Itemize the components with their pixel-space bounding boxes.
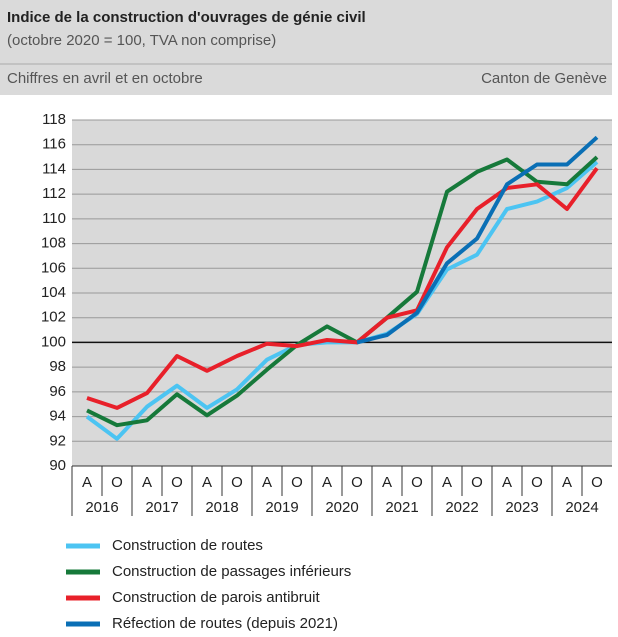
y-tick-label: 92 [49,432,66,449]
year-label: 2019 [265,499,298,516]
x-tick-label: A [82,474,92,491]
legend-label: Construction de parois antibruit [112,589,320,606]
note-left: Chiffres en avril et en octobre [7,70,203,87]
x-tick-label: A [262,474,272,491]
year-label: 2016 [85,499,118,516]
subtitle: (octobre 2020 = 100, TVA non comprise) [7,32,276,49]
series-line [86,167,599,410]
y-tick-label: 106 [41,259,66,276]
x-tick-label: O [471,474,483,491]
legend-label: Réfection de routes (depuis 2021) [112,615,338,632]
x-tick-label: A [502,474,512,491]
chart-title: Indice de la construction d'ouvrages de … [7,9,366,26]
year-label: 2018 [205,499,238,516]
x-tick-label: O [111,474,123,491]
x-tick-label: A [442,474,452,491]
series-line [356,135,599,345]
x-tick-label: O [531,474,543,491]
x-tick-label: A [562,474,572,491]
x-tick-label: A [322,474,332,491]
x-tick-label: O [351,474,363,491]
x-tick-label: A [382,474,392,491]
y-tick-label: 112 [42,185,66,202]
year-label: 2022 [445,499,478,516]
year-label: 2020 [325,499,358,516]
y-tick-label: 102 [41,309,66,326]
year-label: 2017 [145,499,178,516]
series-line [86,155,599,428]
y-tick-label: 114 [42,160,66,177]
note-right: Canton de Genève [481,70,607,87]
legend-label: Construction de passages inférieurs [112,563,351,580]
year-label: 2024 [565,499,598,516]
y-tick-label: 100 [41,333,66,350]
y-tick-label: 94 [49,408,66,425]
x-tick-label: A [142,474,152,491]
legend-label: Construction de routes [112,537,263,554]
y-tick-label: 116 [42,136,66,153]
x-tick-label: O [171,474,183,491]
year-label: 2021 [385,499,418,516]
y-tick-label: 98 [49,358,66,375]
x-tick-label: O [231,474,243,491]
y-tick-label: 96 [49,383,66,400]
x-tick-label: O [411,474,423,491]
y-tick-label: 104 [41,284,66,301]
x-tick-label: O [591,474,603,491]
x-tick-label: A [202,474,212,491]
y-tick-label: 90 [49,457,66,474]
year-label: 2023 [505,499,538,516]
y-tick-label: 108 [41,235,66,252]
header-box [0,0,612,95]
y-tick-label: 118 [42,111,66,128]
y-tick-label: 110 [42,210,66,227]
x-tick-label: O [291,474,303,491]
